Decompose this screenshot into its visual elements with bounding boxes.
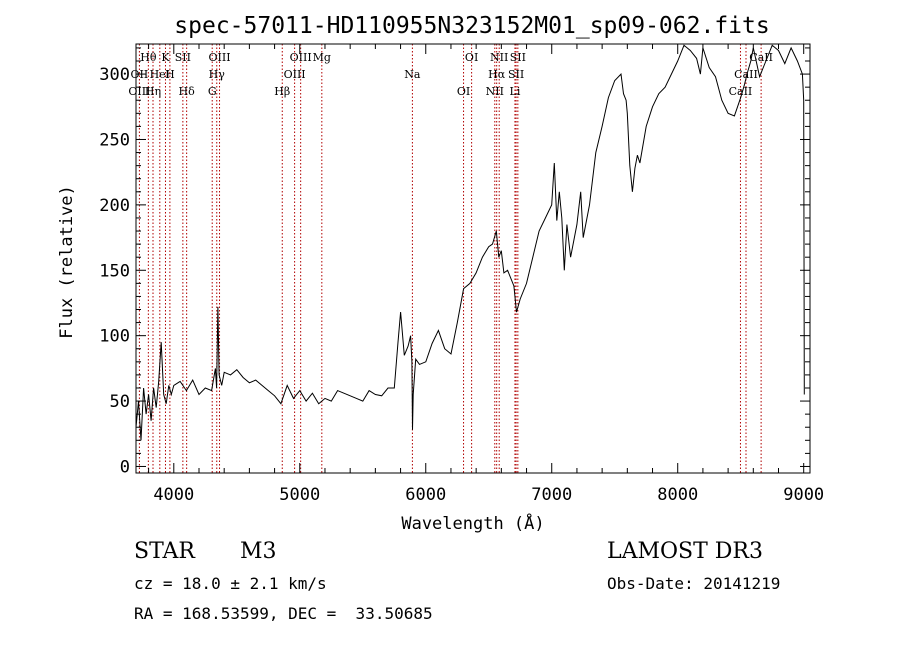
line-id-label: Hθ (140, 51, 157, 64)
y-tick-label: 150 (99, 261, 130, 281)
spectrum-line (135, 44, 805, 441)
y-axis-ticks: 0 50 100 150 200 250 300 (99, 47, 810, 477)
line-id-label: NII (490, 51, 508, 64)
class-label: STAR (134, 539, 195, 564)
line-id-label: SII (175, 51, 191, 64)
line-id-label: G (208, 85, 217, 98)
line-id-label: Mg (313, 51, 331, 64)
x-axis-label: Wavelength (Å) (401, 512, 544, 534)
line-id-label: CaII (729, 85, 753, 98)
line-id-label: CaII (749, 51, 773, 64)
y-tick-label: 50 (110, 392, 130, 412)
line-id-label: Na (404, 68, 421, 81)
line-id-label: H (165, 68, 175, 81)
line-id-label: Hβ (274, 85, 290, 98)
line-id-label: Li (510, 85, 521, 98)
line-id-label: HeI (150, 68, 170, 81)
x-tick-label: 4000 (153, 485, 194, 505)
x-tick-label: 9000 (783, 485, 824, 505)
y-tick-label: 200 (99, 196, 130, 216)
y-tick-label: 300 (99, 65, 130, 85)
x-tick-label: 5000 (279, 485, 320, 505)
survey-label: LAMOST DR3 (607, 539, 763, 564)
line-id-label: Hδ (179, 85, 196, 98)
line-id-label: Hα (488, 68, 506, 81)
x-tick-label: 7000 (531, 485, 572, 505)
line-id-label: SII (510, 51, 526, 64)
line-id-label: Hγ (209, 68, 226, 81)
line-id-label: OI (465, 51, 478, 64)
line-id-label: OIII (290, 51, 312, 64)
x-tick-label: 6000 (405, 485, 446, 505)
y-tick-label: 250 (99, 130, 130, 150)
line-id-label: OIII (284, 68, 306, 81)
redshift-text: cz = 18.0 ± 2.1 km/s (134, 574, 327, 593)
y-axis-label: Flux (relative) (57, 185, 77, 339)
y-tick-label: 0 (120, 457, 130, 477)
spectrum-trace (135, 44, 805, 441)
line-id-labels: HθOIIOIIIKHeIHηSIIHHδOIIIHγGOIIIOIIIHβMg… (128, 51, 773, 98)
x-axis-ticks: 4000 5000 6000 7000 8000 9000 (148, 44, 824, 505)
line-id-label: NII (486, 85, 504, 98)
subclass-label: M3 (240, 539, 277, 564)
chart-title: spec-57011-HD110955N323152M01_sp09-062.f… (174, 13, 769, 39)
coordinates-text: RA = 168.53599, DEC = 33.50685 (134, 604, 433, 623)
line-id-label: OI (457, 85, 470, 98)
plot-frame (135, 43, 811, 474)
obs-date-text: Obs-Date: 20141219 (607, 574, 781, 593)
line-id-label: K (161, 51, 170, 64)
line-id-label: CaII (734, 68, 758, 81)
line-id-label: Hη (145, 85, 161, 98)
y-tick-label: 100 (99, 327, 130, 347)
line-id-label: OII (131, 68, 149, 81)
line-id-label: SII (508, 68, 524, 81)
line-id-label: OIII (128, 85, 150, 98)
line-markers (138, 44, 762, 473)
line-id-label: OIII (208, 51, 230, 64)
x-tick-label: 8000 (657, 485, 698, 505)
